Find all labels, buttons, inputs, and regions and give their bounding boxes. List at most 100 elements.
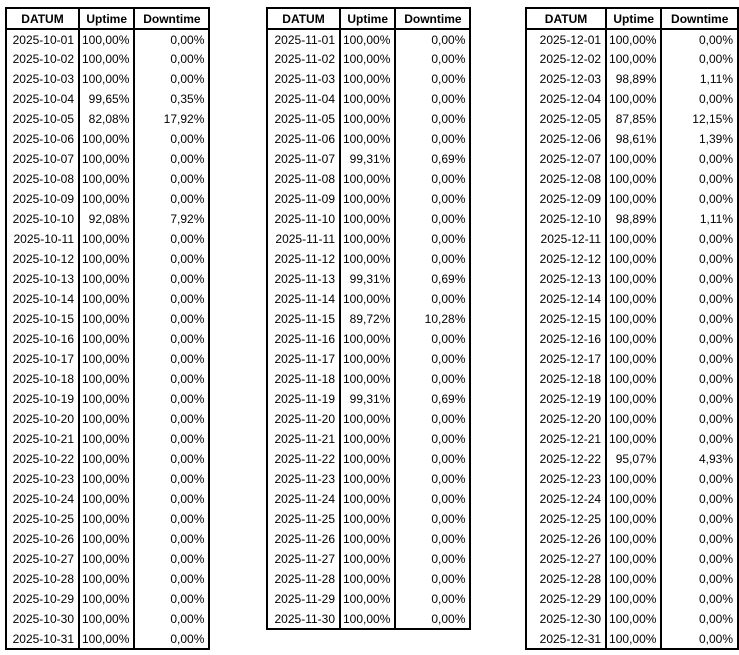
datum-cell: 2025-10-19 (5, 389, 80, 409)
uptime-cell: 100,00% (338, 29, 397, 49)
downtime-cell: 0,35% (133, 89, 211, 109)
table-row: 2025-11-22 100,00% 0,00% (266, 449, 472, 469)
uptime-cell: 100,00% (605, 389, 663, 409)
uptime-cell: 100,00% (338, 589, 397, 609)
table-row: 2025-10-16 100,00% 0,00% (5, 329, 211, 349)
table-row: 2025-12-08 100,00% 0,00% (524, 169, 739, 189)
datum-cell: 2025-11-19 (266, 389, 341, 409)
datum-cell: 2025-12-16 (524, 329, 608, 349)
uptime-cell: 100,00% (605, 149, 663, 169)
uptime-cell: 100,00% (77, 409, 136, 429)
uptime-cell: 100,00% (77, 49, 136, 69)
uptime-cell: 100,00% (77, 609, 136, 629)
uptime-cell: 100,00% (605, 549, 663, 569)
uptime-cell: 100,00% (338, 89, 397, 109)
uptime-table-december: DATUM Uptime Downtime 2025-12-01 100,00% 0… (524, 7, 739, 650)
datum-cell: 2025-12-24 (524, 489, 608, 509)
datum-cell: 2025-12-20 (524, 409, 608, 429)
downtime-cell: 0,00% (394, 589, 472, 609)
uptime-cell: 100,00% (77, 69, 136, 89)
uptime-cell: 98,89% (605, 69, 663, 89)
table-row: 2025-11-11 100,00% 0,00% (266, 229, 472, 249)
table-row: 2025-11-25 100,00% 0,00% (266, 509, 472, 529)
table-row: 2025-12-24 100,00% 0,00% (524, 489, 739, 509)
table-row: 2025-10-21 100,00% 0,00% (5, 429, 211, 449)
column-header-uptime: Uptime (338, 7, 397, 30)
datum-cell: 2025-12-11 (524, 229, 608, 249)
datum-cell: 2025-12-19 (524, 389, 608, 409)
table-row: 2025-11-17 100,00% 0,00% (266, 349, 472, 369)
datum-cell: 2025-12-15 (524, 309, 608, 329)
table-row: 2025-10-20 100,00% 0,00% (5, 409, 211, 429)
datum-cell: 2025-10-15 (5, 309, 80, 329)
uptime-cell: 100,00% (338, 249, 397, 269)
downtime-cell: 4,93% (660, 449, 739, 469)
uptime-cell: 100,00% (605, 469, 663, 489)
table-row: 2025-12-04 100,00% 0,00% (524, 89, 739, 109)
datum-cell: 2025-11-01 (266, 29, 341, 49)
datum-cell: 2025-10-31 (5, 629, 80, 649)
downtime-cell: 0,00% (133, 409, 211, 429)
datum-cell: 2025-10-29 (5, 589, 80, 609)
downtime-cell: 0,00% (133, 509, 211, 529)
uptime-cell: 87,85% (605, 109, 663, 129)
table-row: 2025-12-23 100,00% 0,00% (524, 469, 739, 489)
header-row: DATUM Uptime Downtime (266, 7, 472, 30)
downtime-cell: 0,00% (660, 589, 739, 609)
downtime-cell: 0,00% (660, 469, 739, 489)
table-row: 2025-12-21 100,00% 0,00% (524, 429, 739, 449)
table-row: 2025-12-29 100,00% 0,00% (524, 589, 739, 609)
table-row: 2025-10-05 82,08% 17,92% (5, 109, 211, 129)
table-row: 2025-11-03 100,00% 0,00% (266, 69, 472, 89)
table-row: 2025-10-29 100,00% 0,00% (5, 589, 211, 609)
datum-cell: 2025-11-28 (266, 569, 341, 589)
table-row: 2025-12-01 100,00% 0,00% (524, 29, 739, 49)
uptime-cell: 100,00% (77, 569, 136, 589)
uptime-cell: 100,00% (605, 529, 663, 549)
table-row: 2025-11-15 89,72% 10,28% (266, 309, 472, 329)
column-header-downtime: Downtime (133, 7, 211, 30)
table-body-october: 2025-10-01 100,00% 0,00% 2025-10-02 100,00% 0… (5, 29, 211, 649)
uptime-cell: 100,00% (605, 569, 663, 589)
downtime-cell: 0,69% (394, 389, 472, 409)
uptime-cell: 100,00% (77, 149, 136, 169)
uptime-cell: 100,00% (605, 349, 663, 369)
datum-cell: 2025-11-07 (266, 149, 341, 169)
downtime-cell: 0,00% (394, 569, 472, 589)
downtime-cell: 0,00% (133, 389, 211, 409)
uptime-cell: 100,00% (338, 509, 397, 529)
table-row: 2025-12-10 98,89% 1,11% (524, 209, 739, 229)
header-row: DATUM Uptime Downtime (524, 7, 739, 30)
table-row: 2025-11-13 99,31% 0,69% (266, 269, 472, 289)
uptime-cell: 100,00% (338, 449, 397, 469)
downtime-cell: 0,00% (660, 189, 739, 209)
uptime-cell: 89,72% (338, 309, 397, 329)
datum-cell: 2025-10-28 (5, 569, 80, 589)
downtime-cell: 0,00% (660, 549, 739, 569)
datum-cell: 2025-12-30 (524, 609, 608, 629)
downtime-cell: 0,00% (133, 49, 211, 69)
uptime-cell: 100,00% (338, 409, 397, 429)
table-row: 2025-10-31 100,00% 0,00% (5, 629, 211, 649)
downtime-cell: 0,00% (133, 569, 211, 589)
table-row: 2025-12-25 100,00% 0,00% (524, 509, 739, 529)
table-row: 2025-12-05 87,85% 12,15% (524, 109, 739, 129)
datum-cell: 2025-12-02 (524, 49, 608, 69)
datum-cell: 2025-10-10 (5, 209, 80, 229)
datum-cell: 2025-10-09 (5, 189, 80, 209)
table-row: 2025-12-19 100,00% 0,00% (524, 389, 739, 409)
datum-cell: 2025-11-21 (266, 429, 341, 449)
downtime-cell: 0,00% (660, 409, 739, 429)
downtime-cell: 0,00% (660, 169, 739, 189)
datum-cell: 2025-10-06 (5, 129, 80, 149)
datum-cell: 2025-10-20 (5, 409, 80, 429)
table-row: 2025-10-15 100,00% 0,00% (5, 309, 211, 329)
downtime-cell: 0,00% (133, 349, 211, 369)
datum-cell: 2025-11-16 (266, 329, 341, 349)
table-row: 2025-12-11 100,00% 0,00% (524, 229, 739, 249)
uptime-cell: 100,00% (77, 169, 136, 189)
downtime-cell: 0,00% (133, 29, 211, 49)
datum-cell: 2025-12-29 (524, 589, 608, 609)
uptime-cell: 100,00% (77, 469, 136, 489)
